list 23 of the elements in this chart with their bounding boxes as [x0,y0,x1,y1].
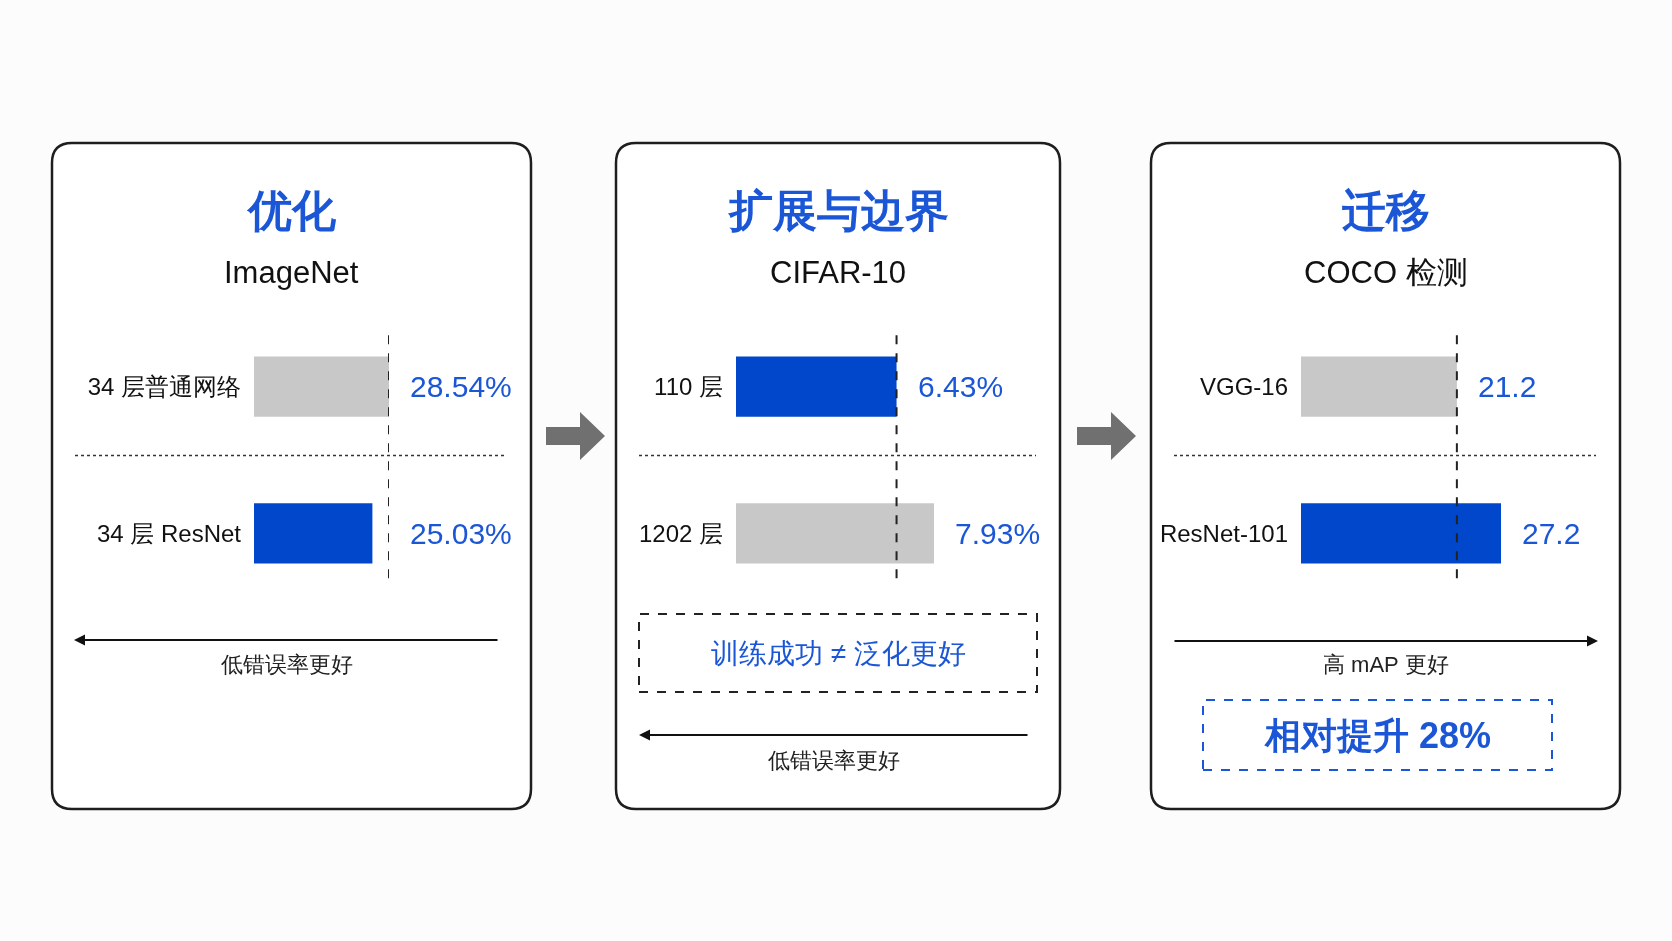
y-tick-label: VGG-16 [1199,373,1288,401]
data-label: 27.2 [1522,517,1581,550]
chart-title: 迁移 [1341,186,1430,235]
text: 相对提升 28% [1264,715,1492,756]
data-label: 21.2 [1478,370,1537,403]
y-tick-label: 34 层 ResNet [96,519,242,547]
y-tick-label: 1202 层 [638,519,723,547]
text: 低错误率更好 [768,748,900,773]
chart-title: 优化 [246,186,337,235]
y-tick-label: 34 层普通网络 [87,373,241,401]
data-label: 28.54% [410,370,512,403]
data-label: 25.03% [410,517,512,550]
chart-title: 扩展与边界 [727,186,949,235]
y-tick-label: ResNet-101 [1159,519,1288,547]
y-tick-label: 110 层 [654,373,723,401]
chart-subtitle: COCO 检测 [1304,255,1468,290]
chart-subtitle: ImageNet [224,255,359,290]
chart-subtitle: CIFAR-10 [770,255,907,290]
text: 训练成功 ≠ 泛化更好 [711,638,966,669]
data-label: 6.43% [918,370,1004,403]
data-label: 7.93% [955,517,1041,550]
text: 高 mAP 更好 [1323,652,1449,677]
text: 低错误率更好 [221,652,353,677]
